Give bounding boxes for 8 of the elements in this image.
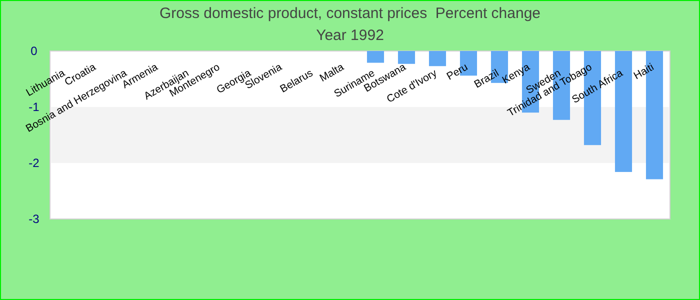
chart-title: Gross domestic product, constant prices Percent change xyxy=(159,5,541,22)
y-tick-label: 0 xyxy=(30,44,38,58)
y-tick-label: -3 xyxy=(28,212,40,226)
x-tick-label: Haiti xyxy=(632,61,656,82)
chart-subtitle: Year 1992 xyxy=(316,27,384,44)
y-tick-label: -2 xyxy=(28,156,40,170)
x-tick-label: Peru xyxy=(444,61,470,83)
y-tick-label: -1 xyxy=(28,100,40,114)
